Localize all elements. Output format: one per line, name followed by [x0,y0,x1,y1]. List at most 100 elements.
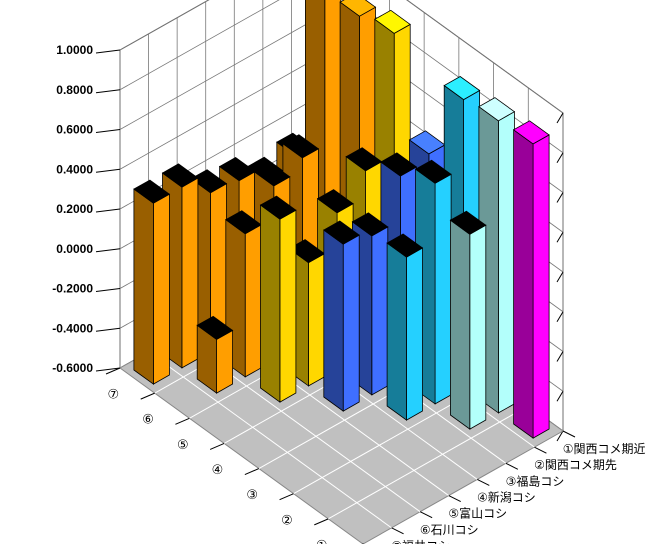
left-wall-hgrid [119,0,210,51]
bar [133,179,171,385]
z-tick-label: -0.6000 [52,361,93,375]
bar-face-side [133,188,154,385]
bar [323,220,360,412]
z-tick-right [556,192,564,203]
bar-face-front [371,226,389,396]
bar [386,233,424,421]
bar-top [351,212,389,237]
z-tick-left [95,168,121,173]
z-tick-right [556,430,564,442]
col-tick [279,493,294,501]
z-tick-label: -0.4000 [52,321,93,335]
bar-face-front [342,234,360,412]
bar [512,120,550,439]
row-tick [448,495,461,503]
z-tick-left [95,367,121,372]
z-tick-left [95,288,121,292]
bar-top [339,0,377,17]
bar-face-side [260,204,281,403]
col-tick [244,468,260,476]
col-tick [140,392,155,400]
bar-face-front [216,329,234,394]
col-tick [105,367,121,375]
bar-top [316,189,354,214]
bar-top [133,179,171,204]
z-tick-left [95,49,121,54]
z-tick-left [95,89,121,94]
row-label: ④新潟コシ [477,490,536,505]
row-label: ⑤富山コシ [448,506,507,521]
bar-top [478,97,516,122]
col-label: ⑦ [108,388,120,403]
bar-top [161,163,199,188]
z-tick-right [556,231,564,243]
col-label: ④ [212,463,224,478]
bar-top [512,120,550,145]
bar-face-front [469,224,487,430]
bar-top [380,152,418,177]
bar-top [414,159,452,184]
col-tick [175,417,190,425]
bar-top [323,220,360,245]
z-tick-right [556,390,564,402]
row-label: ⑦福井コシ [391,538,450,544]
bar-top [282,134,320,159]
col-label: ② [281,513,293,528]
bar-face-front [497,111,515,414]
row-tick [534,446,547,454]
bar-face-front [181,177,199,369]
bar-face-side [323,229,344,412]
z-tick-right [556,351,564,362]
row-tick [419,511,433,519]
bar [161,163,199,369]
col-label: ① [316,538,328,544]
z-tick-label: -0.2000 [52,282,93,296]
chart-bars [133,0,550,439]
row-label: ③福島コシ [506,473,565,488]
z-tick-right [556,271,564,283]
bar [449,210,487,430]
right-wall-hgrid [406,0,564,114]
bar-top [196,315,234,340]
bar-face-front [406,247,423,421]
bar-face-side [386,242,407,421]
row-label: ②関西コメ期先 [534,458,617,472]
row-tick [505,462,519,470]
z-tick-label: 0.8000 [56,83,93,97]
left-wall-hgrid [119,0,280,91]
z-tick-label: 0.2000 [56,202,93,216]
bar-face-front [152,193,170,385]
floor-grid [328,405,529,520]
z-tick-right [556,152,564,164]
col-label: ⑤ [177,438,189,453]
bar-face-front [532,134,550,439]
bar-face-front [244,224,262,378]
bar [259,195,297,403]
bar-face-front [434,173,452,405]
z-tick-label: 0.6000 [56,123,93,137]
bar-top [386,233,424,258]
row-tick [477,478,490,486]
bar-face-side [449,219,471,430]
floor-grid [148,351,392,529]
bar-top [259,195,297,220]
z-tick-label: 0.0000 [56,242,93,256]
col-label: ⑥ [142,413,154,428]
bar-top [374,9,411,34]
bar-face-side [513,129,534,439]
z-tick-right [556,311,564,323]
bar-top [253,162,291,187]
bar [196,315,234,394]
z-tick-label: 1.0000 [56,43,93,57]
row-tick [562,430,576,438]
bar-face-front [279,209,297,403]
z-tick-left [95,208,121,213]
row-label: ⑥石川コシ [420,523,479,537]
z-tick-label: 0.4000 [56,162,93,176]
left-wall-hgrid [119,55,321,170]
z-tick-right [556,112,564,124]
col-tick [209,442,225,450]
row-label: ①関西コメ期近 [563,442,646,456]
bar-top [449,210,487,235]
z-tick-left [95,327,121,332]
